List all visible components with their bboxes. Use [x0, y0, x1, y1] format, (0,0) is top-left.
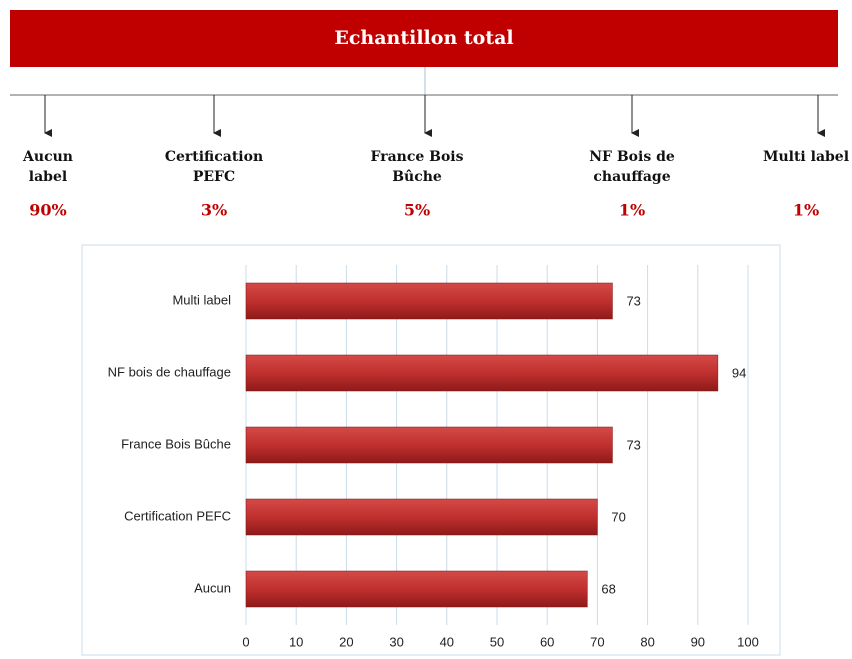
node-label: France Bois Bûche	[371, 149, 464, 185]
node-share: 5%	[404, 201, 430, 220]
x-tick-label: 60	[540, 634, 554, 649]
node-label: Multi label	[763, 149, 849, 165]
bar	[245, 498, 598, 536]
header-bar	[10, 10, 838, 67]
node-label: NF Bois de chauffage	[589, 149, 675, 185]
node-share: 1%	[619, 201, 645, 220]
y-tick-label: Multi label	[172, 292, 231, 307]
bar	[245, 354, 719, 392]
x-tick-label: 40	[440, 634, 454, 649]
x-tick-label: 100	[737, 634, 759, 649]
value-label: 70	[611, 509, 625, 524]
x-tick-label: 0	[242, 634, 249, 649]
value-label: 94	[732, 365, 746, 380]
node-share: 90%	[29, 201, 66, 220]
y-tick-label: NF bois de chauffage	[108, 364, 231, 379]
y-tick-label: France Bois Bûche	[121, 436, 231, 451]
header-title: Echantillon total	[334, 27, 513, 49]
node-share: 3%	[201, 201, 227, 220]
bar	[245, 282, 613, 320]
node-share: 1%	[793, 201, 819, 220]
x-tick-label: 20	[339, 634, 353, 649]
y-tick-label: Aucun	[194, 580, 231, 595]
x-tick-label: 80	[640, 634, 654, 649]
bar	[245, 426, 613, 464]
node-label: Aucun label	[22, 149, 73, 185]
x-tick-label: 30	[389, 634, 403, 649]
x-tick-label: 50	[490, 634, 504, 649]
node-label: Certification PEFC	[165, 149, 263, 185]
value-label: 73	[626, 293, 640, 308]
value-label: 73	[626, 437, 640, 452]
x-tick-label: 90	[691, 634, 705, 649]
x-tick-label: 10	[289, 634, 303, 649]
y-tick-label: Certification PEFC	[124, 508, 231, 523]
bar	[245, 570, 588, 608]
x-tick-label: 70	[590, 634, 604, 649]
chart-frame	[81, 244, 781, 656]
value-label: 68	[601, 581, 615, 596]
